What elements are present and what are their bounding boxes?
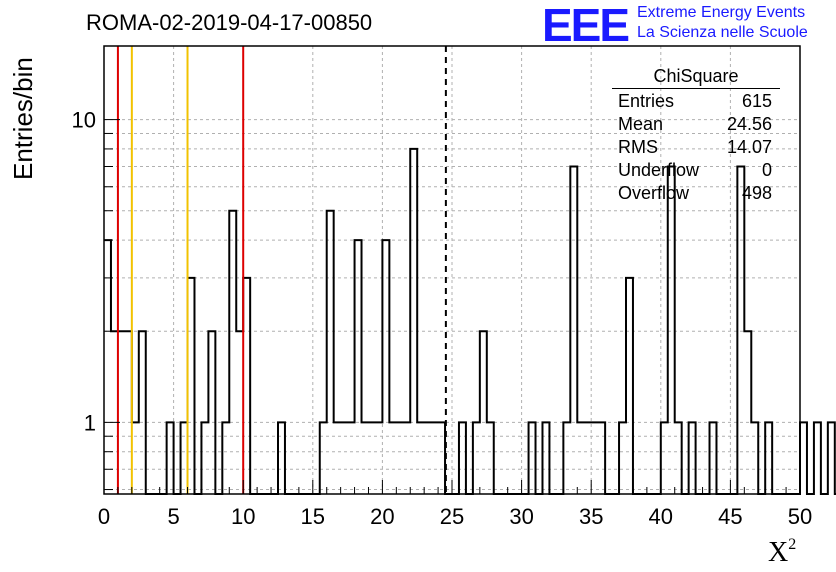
histogram-bin — [403, 422, 410, 494]
grid-lines — [104, 46, 800, 494]
histogram-bin — [591, 422, 598, 494]
x-tick-label: 25 — [440, 504, 464, 529]
run-title: ROMA-02-2019-04-17-00850 — [86, 10, 373, 35]
stats-label: Underflow — [618, 160, 700, 180]
histogram-bin — [410, 149, 417, 494]
histogram-bin — [243, 278, 250, 494]
y-tick-label: 10 — [72, 108, 96, 133]
x-tick-label: 20 — [370, 504, 394, 529]
x-tick-label: 40 — [649, 504, 673, 529]
histogram-bin — [417, 422, 424, 494]
stats-value: 615 — [741, 91, 772, 111]
histogram-bin — [814, 422, 821, 494]
histogram-bin — [584, 422, 591, 494]
stats-value: 24.56 — [726, 114, 772, 134]
stats-row-underflow: Underflow 0 — [612, 159, 780, 182]
histogram-bin — [459, 422, 466, 494]
histogram-bin — [689, 422, 696, 494]
histogram-bin — [362, 422, 369, 494]
histogram-bin — [278, 422, 285, 494]
histogram-bin — [188, 278, 195, 494]
x-tick-label: 10 — [231, 504, 255, 529]
stats-row-rms: RMS 14.07 — [612, 136, 780, 159]
histogram-bin — [563, 422, 570, 494]
stats-row-overflow: Overflow 498 — [612, 182, 780, 205]
logo-line-2: La Scienza nelle Scuole — [637, 24, 808, 41]
histogram-bin — [320, 422, 327, 494]
y-axis-label: Entries/bin — [8, 57, 38, 180]
axis-ticks — [103, 119, 801, 494]
histogram-bin — [334, 422, 341, 494]
histogram-bin — [668, 166, 675, 494]
stats-value: 14.07 — [726, 137, 772, 157]
histogram-bin — [765, 422, 772, 494]
histogram-bin — [348, 422, 355, 494]
x-tick-label: 30 — [509, 504, 533, 529]
histogram-bin — [751, 422, 758, 494]
marker-lines — [116, 46, 447, 494]
histogram-bin — [132, 422, 139, 494]
histogram-bin — [737, 166, 744, 494]
stats-label: RMS — [618, 137, 658, 157]
stats-box: ChiSquare Entries 615 Mean 24.56 RMS 14.07 … — [612, 66, 780, 205]
histogram-bin — [222, 422, 229, 494]
histogram-bin — [181, 422, 188, 494]
x-tick-labels: 0 5 10 15 20 25 30 35 40 45 50 — [98, 504, 812, 529]
y-tick-label: 1 — [84, 410, 96, 435]
stats-label: Overflow — [618, 183, 690, 203]
histogram-bin — [473, 422, 480, 494]
histogram-bin — [577, 422, 584, 494]
x-axis-label-superscript: 2 — [788, 536, 797, 553]
x-tick-label: 0 — [98, 504, 110, 529]
x-tick-label: 50 — [788, 504, 812, 529]
histogram-bin — [710, 422, 717, 494]
histogram-bin — [598, 422, 605, 494]
histogram-bin — [368, 422, 375, 494]
x-tick-label: 45 — [718, 504, 742, 529]
histogram-bin — [375, 422, 382, 494]
y-tick-labels: 1 10 — [72, 108, 96, 436]
x-tick-label: 15 — [301, 504, 325, 529]
histogram-bin — [570, 166, 577, 494]
histogram-bin — [167, 422, 174, 494]
stats-title: ChiSquare — [612, 66, 780, 89]
logo-mark: EEE — [542, 0, 630, 51]
histogram-bin — [800, 422, 807, 494]
histogram-bin — [828, 422, 835, 494]
x-axis-label: X2 — [768, 536, 796, 569]
histogram-bin — [675, 422, 682, 494]
x-tick-label: 5 — [167, 504, 179, 529]
histogram-bin — [201, 422, 208, 494]
stats-label: Mean — [618, 114, 664, 134]
x-tick-label: 35 — [579, 504, 603, 529]
histogram-bin — [389, 422, 396, 494]
histogram-bin — [661, 422, 668, 494]
histogram-bin — [542, 422, 549, 494]
histogram-bin — [487, 422, 494, 494]
histogram-bin — [438, 422, 445, 494]
histogram-bin — [341, 422, 348, 494]
logo-line-1: Extreme Energy Events — [637, 4, 806, 21]
histogram-bin — [424, 422, 431, 494]
stats-value: 498 — [741, 183, 772, 203]
histogram-bin — [619, 422, 626, 494]
stats-label: Entries — [618, 91, 675, 111]
stats-row-entries: Entries 615 — [612, 90, 780, 113]
histogram-bin — [396, 422, 403, 494]
histogram-bin — [529, 422, 536, 494]
stats-row-mean: Mean 24.56 — [612, 113, 780, 136]
histogram-bin — [626, 278, 633, 494]
stats-value: 0 — [761, 160, 772, 180]
x-axis-label-base: X — [768, 537, 789, 568]
histogram-bin — [431, 422, 438, 494]
